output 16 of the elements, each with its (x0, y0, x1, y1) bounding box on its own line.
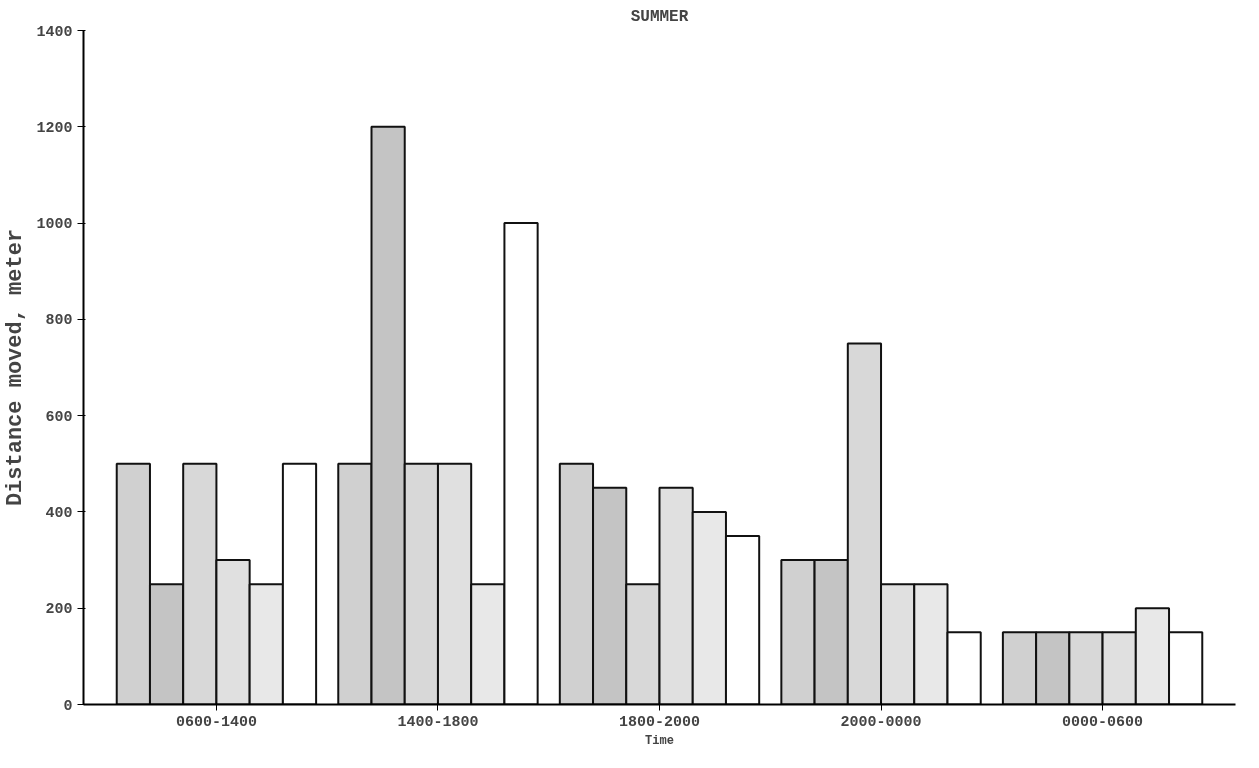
y-axis-title: Distance moved, meter (3, 228, 29, 507)
chart-title: SUMMER (630, 7, 689, 26)
x-tick-label: 0000-0600 (1062, 713, 1144, 731)
y-tick-label: 200 (45, 601, 73, 619)
y-tick-label: 400 (45, 504, 73, 522)
y-tick-label: 1000 (36, 216, 73, 234)
y-tick-label: 0 (63, 697, 73, 715)
x-tick-label: 0600-1400 (175, 713, 257, 731)
x-axis-title: Time (645, 733, 674, 748)
y-tick-label: 1200 (36, 119, 73, 137)
y-tick-label: 800 (45, 312, 73, 330)
y-tick-label: 600 (45, 408, 73, 426)
x-tick-label: 2000-0000 (840, 713, 922, 731)
y-tick-label: 1400 (36, 23, 73, 41)
x-tick-label: 1800-2000 (618, 713, 701, 731)
x-tick-label: 1400-1800 (397, 713, 479, 731)
